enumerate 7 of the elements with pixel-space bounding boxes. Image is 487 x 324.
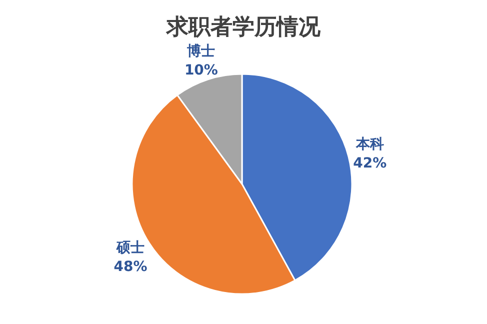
slice-label: 硕士 [116, 240, 145, 256]
slice-label: 博士 [186, 44, 216, 60]
data-label: 48% [114, 258, 148, 275]
chart-title: 求职者学历情况 [166, 15, 322, 40]
data-label: 42% [353, 155, 387, 172]
slice-label: 本科 [354, 136, 384, 152]
data-label: 10% [184, 62, 218, 79]
